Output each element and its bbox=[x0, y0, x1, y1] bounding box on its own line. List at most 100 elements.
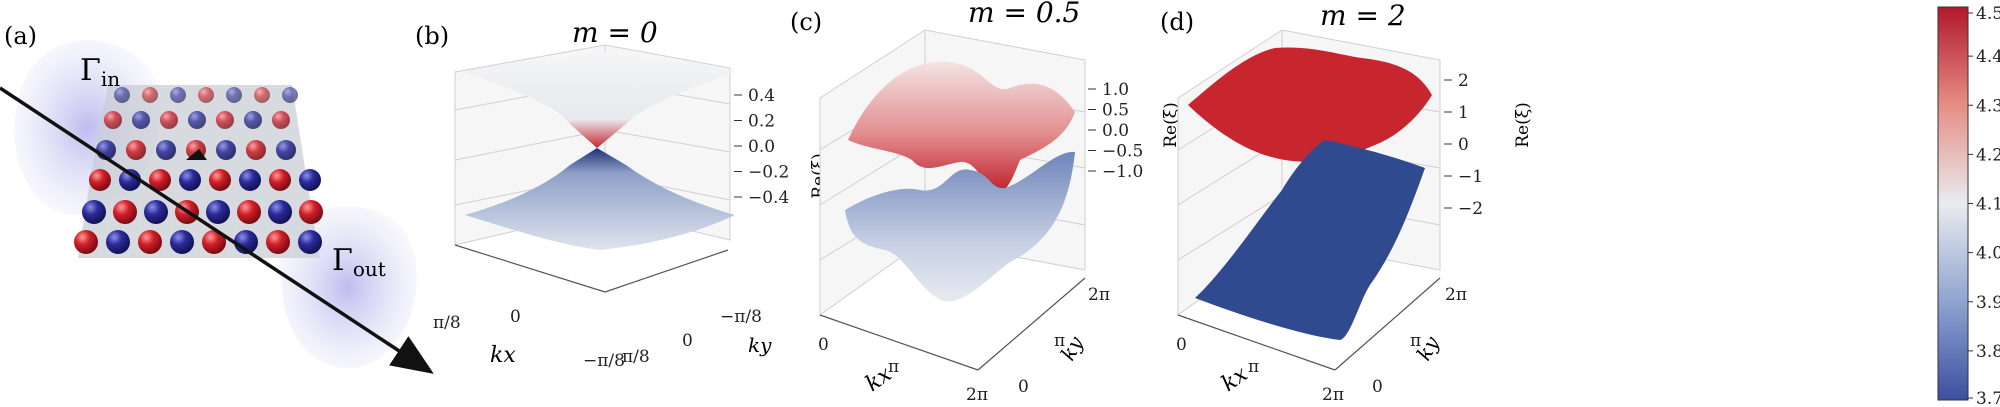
mid-arrowhead bbox=[186, 149, 207, 160]
colorbar: 4.5 4.4 4.3 4.2 4.1 4.0 3.9 3.8 3.7 bbox=[1937, 4, 2000, 407]
gamma-out-label: Γout bbox=[332, 243, 386, 281]
blue-atom bbox=[114, 87, 130, 103]
z-tick-label: 0.0 bbox=[1102, 121, 1129, 141]
panel-c-y-ticks: 0 π 2π bbox=[1018, 285, 1110, 397]
red-atom bbox=[74, 230, 98, 254]
panel-d-x-ticks: 0 π 2π bbox=[1176, 335, 1344, 405]
red-atom bbox=[198, 87, 214, 103]
x-tick-label: 2π bbox=[1322, 385, 1344, 405]
blue-atom bbox=[170, 87, 186, 103]
x-tick-label: π/8 bbox=[433, 313, 461, 333]
colorbar-ticks: 4.5 4.4 4.3 4.2 4.1 4.0 3.9 3.8 3.7 bbox=[1968, 4, 2000, 407]
panel-b-xlabel: kx bbox=[490, 343, 516, 368]
colorbar-tick-label: 3.9 bbox=[1976, 293, 2000, 313]
red-atom bbox=[266, 230, 290, 254]
blue-atom bbox=[119, 169, 141, 191]
z-tick-label: 2 bbox=[1458, 71, 1469, 91]
colorbar-tick-label: 4.4 bbox=[1976, 47, 2000, 67]
x-tick-label: π bbox=[1248, 357, 1259, 377]
panel-a-label: (a) bbox=[4, 22, 37, 50]
z-tick-label: −0.2 bbox=[748, 163, 789, 183]
panel-b-title: m = 0 bbox=[572, 16, 658, 49]
red-atom bbox=[113, 200, 137, 224]
panel-b-z-ticks: 0.4 0.2 0.0 −0.2 −0.4 bbox=[734, 86, 789, 208]
panel-c-label: (c) bbox=[790, 8, 822, 36]
x-tick-label: 0 bbox=[818, 335, 829, 355]
red-atom bbox=[254, 87, 270, 103]
blue-atom bbox=[226, 87, 242, 103]
z-tick-label: 1.0 bbox=[1102, 80, 1129, 100]
blue-atom bbox=[106, 230, 130, 254]
panel-c-upper-band bbox=[848, 61, 1075, 192]
colorbar-tick-label: 4.5 bbox=[1976, 4, 2000, 24]
panel-c-z-ticks: 1.00.50.0−0.5−1.0 bbox=[1088, 80, 1143, 182]
x-tick-label: 0 bbox=[1176, 335, 1187, 355]
blue-atom bbox=[188, 111, 206, 129]
blue-atom bbox=[179, 169, 201, 191]
panel-d-upper-band bbox=[1188, 47, 1432, 162]
colorbar-tick-label: 4.3 bbox=[1976, 96, 2000, 116]
panel-b-lower-cone bbox=[465, 148, 735, 250]
blue-atom bbox=[170, 230, 194, 254]
panel-c-zlabel: Re(ξ) bbox=[1161, 102, 1181, 148]
panel-b-y-ticks: π/8 0 −π/8 bbox=[622, 307, 762, 367]
colorbar-tick-label: 4.2 bbox=[1976, 145, 2000, 165]
red-atom bbox=[299, 200, 323, 224]
red-atom bbox=[160, 111, 178, 129]
red-atom bbox=[237, 200, 261, 224]
panel-b-x-ticks: π/8 0 −π/8 bbox=[433, 307, 625, 371]
panel-d-floor-axes bbox=[1177, 277, 1441, 371]
panel-b-ylabel: ky bbox=[748, 333, 772, 357]
red-atom bbox=[149, 169, 171, 191]
panel-d-z-ticks: 2 1 0 −1 −2 bbox=[1444, 71, 1483, 219]
z-tick-label: −0.5 bbox=[1102, 142, 1143, 162]
colorbar-gradient bbox=[1937, 6, 1969, 401]
scattering-arrow bbox=[0, 86, 434, 374]
panel-b: (b) m = 0 0.40.20.0−0.2−0.4 Re(ξ) π/8 0−π… bbox=[415, 16, 829, 371]
z-tick-label: 1 bbox=[1458, 103, 1469, 123]
panel-d-y-ticks: 0 π 2π bbox=[1372, 285, 1467, 397]
y-tick-label: 0 bbox=[1018, 377, 1029, 397]
blue-atom bbox=[268, 200, 292, 224]
blue-atom bbox=[206, 200, 230, 224]
z-tick-label: 0 bbox=[1458, 135, 1469, 155]
blue-atom bbox=[239, 169, 261, 191]
panel-d-lower-band bbox=[1195, 140, 1425, 340]
blue-atom bbox=[132, 111, 150, 129]
panel-a: (a) Γin Γout bbox=[0, 22, 434, 374]
colorbar-tick-label: 3.7 bbox=[1976, 389, 2000, 407]
gamma-in-label: Γin bbox=[80, 53, 120, 91]
z-tick-label: 0.0 bbox=[748, 137, 775, 157]
blue-atom bbox=[82, 200, 106, 224]
panel-d-label: (d) bbox=[1160, 8, 1194, 36]
colorbar-tick-label: 3.8 bbox=[1976, 342, 2000, 362]
panel-c-floor-axes bbox=[819, 277, 1086, 371]
lattice-atoms bbox=[74, 87, 323, 254]
x-tick-label: 0 bbox=[510, 307, 521, 327]
blue-atom bbox=[244, 111, 262, 129]
red-atom bbox=[138, 230, 162, 254]
blue-atom bbox=[299, 169, 321, 191]
z-tick-label: −1.0 bbox=[1102, 162, 1143, 182]
y-tick-label: 2π bbox=[1445, 285, 1467, 305]
z-tick-label: 0.2 bbox=[748, 112, 775, 132]
panel-c: (c) m = 0.5 1.00.50.0−0.5−1.0 Re(ξ) 0 π 2π… bbox=[790, 0, 1181, 405]
panel-c-x-ticks: 0 π 2π bbox=[818, 335, 988, 405]
red-atom bbox=[104, 111, 122, 129]
blue-atom bbox=[276, 140, 296, 160]
y-tick-label: 0 bbox=[1372, 377, 1383, 397]
colorbar-tick-label: 4.1 bbox=[1976, 195, 2000, 215]
red-atom bbox=[269, 169, 291, 191]
blue-atom bbox=[298, 230, 322, 254]
red-atom bbox=[202, 230, 226, 254]
red-atom bbox=[246, 140, 266, 160]
red-atom bbox=[126, 140, 146, 160]
panel-b-label: (b) bbox=[415, 22, 449, 50]
panel-b-upper-cone bbox=[465, 52, 735, 148]
x-tick-label: −π/8 bbox=[583, 351, 625, 371]
z-tick-label: −0.4 bbox=[748, 188, 789, 208]
red-atom bbox=[89, 169, 111, 191]
red-atom bbox=[142, 87, 158, 103]
z-tick-label: 0.4 bbox=[748, 86, 775, 106]
